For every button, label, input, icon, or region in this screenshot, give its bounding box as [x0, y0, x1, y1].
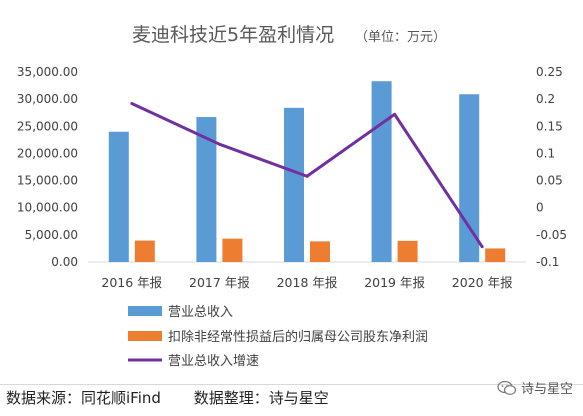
footer: 数据来源：同花顺iFind 数据整理：诗与星空 [6, 387, 357, 408]
bar-net-profit [397, 240, 418, 262]
chart-title-text: 麦迪科技近5年盈利情况 [132, 24, 334, 46]
growth-point [130, 101, 134, 105]
watermark-text: 诗与星空 [520, 382, 573, 397]
left-axis-tick-label: 30,000.00 [17, 92, 78, 106]
category-labels: 2016 年报 2017 年报 2018 年报 2019 年报 2020 年报 [101, 275, 513, 290]
bar-net-profit [310, 241, 330, 262]
category-label: 2016 年报 [101, 275, 162, 290]
left-axis-tick-label: 5,000.00 [25, 228, 78, 242]
left-axis-tick-label: 35,000.00 [17, 65, 78, 79]
chart-title-unit: （单位：万元） [355, 30, 446, 45]
bar-net-profit [485, 248, 506, 262]
legend: 营业总收入 扣除非经常性损益后的归属母公司股东净利润 营业总收入增速 [128, 305, 428, 369]
legend-label-net-profit: 扣除非经常性损益后的归属母公司股东净利润 [168, 329, 428, 345]
bar-revenue [284, 107, 304, 262]
chart: 麦迪科技近5年盈利情况 （单位：万元） 0.00 5,000.00 10,000.0… [17, 24, 567, 369]
bar-revenue [108, 131, 129, 262]
legend-label-revenue: 营业总收入 [168, 305, 233, 320]
legend-swatch-revenue [128, 306, 162, 316]
growth-point [393, 112, 397, 116]
left-axis-tick-label: 15,000.00 [17, 174, 78, 188]
right-axis-tick-label: -0.1 [536, 255, 559, 269]
category-label: 2018 年报 [277, 275, 338, 290]
right-axis-tick-label: 0.1 [536, 146, 555, 160]
left-axis-ticks: 0.00 5,000.00 10,000.00 15,000.00 20,000.00 2… [17, 65, 78, 269]
left-axis-tick-label: 0.00 [51, 255, 78, 269]
category-label: 2017 年报 [189, 275, 250, 290]
legend-swatch-net-profit [128, 331, 162, 341]
right-axis-tick-label: -0.05 [536, 228, 567, 242]
chart-title: 麦迪科技近5年盈利情况 （单位：万元） [132, 24, 446, 46]
growth-point [305, 174, 309, 178]
left-axis-tick-label: 20,000.00 [17, 146, 78, 160]
category-label: 2019 年报 [364, 275, 425, 290]
bar-revenue [371, 81, 392, 262]
right-axis-ticks: -0.1 -0.05 0 0.05 0.1 0.15 0.2 0.25 [536, 65, 567, 269]
data-arranged-text: 数据整理：诗与星空 [193, 389, 329, 407]
bar-net-profit [222, 238, 243, 262]
watermark: 诗与星空 [497, 378, 573, 397]
right-axis-tick-label: 0 [536, 201, 544, 215]
bars [108, 81, 506, 262]
growth-line-series [130, 101, 484, 249]
growth-point [217, 142, 221, 146]
bar-net-profit [134, 240, 155, 262]
chart-frame: 麦迪科技近5年盈利情况 （单位：万元） 0.00 5,000.00 10,000.0… [0, 24, 583, 385]
wechat-icon [497, 380, 517, 395]
category-label: 2020 年报 [452, 275, 513, 290]
data-source-text: 数据来源：同花顺iFind [6, 389, 161, 407]
right-axis-tick-label: 0.25 [536, 65, 563, 79]
left-axis-tick-label: 10,000.00 [17, 201, 78, 215]
left-axis-tick-label: 25,000.00 [17, 119, 78, 133]
right-axis-tick-label: 0.2 [536, 92, 555, 106]
bar-revenue [196, 117, 217, 262]
right-axis-tick-label: 0.05 [536, 174, 563, 188]
right-axis-tick-label: 0.15 [536, 119, 563, 133]
legend-label-growth: 营业总收入增速 [168, 354, 259, 369]
growth-point [480, 245, 484, 249]
